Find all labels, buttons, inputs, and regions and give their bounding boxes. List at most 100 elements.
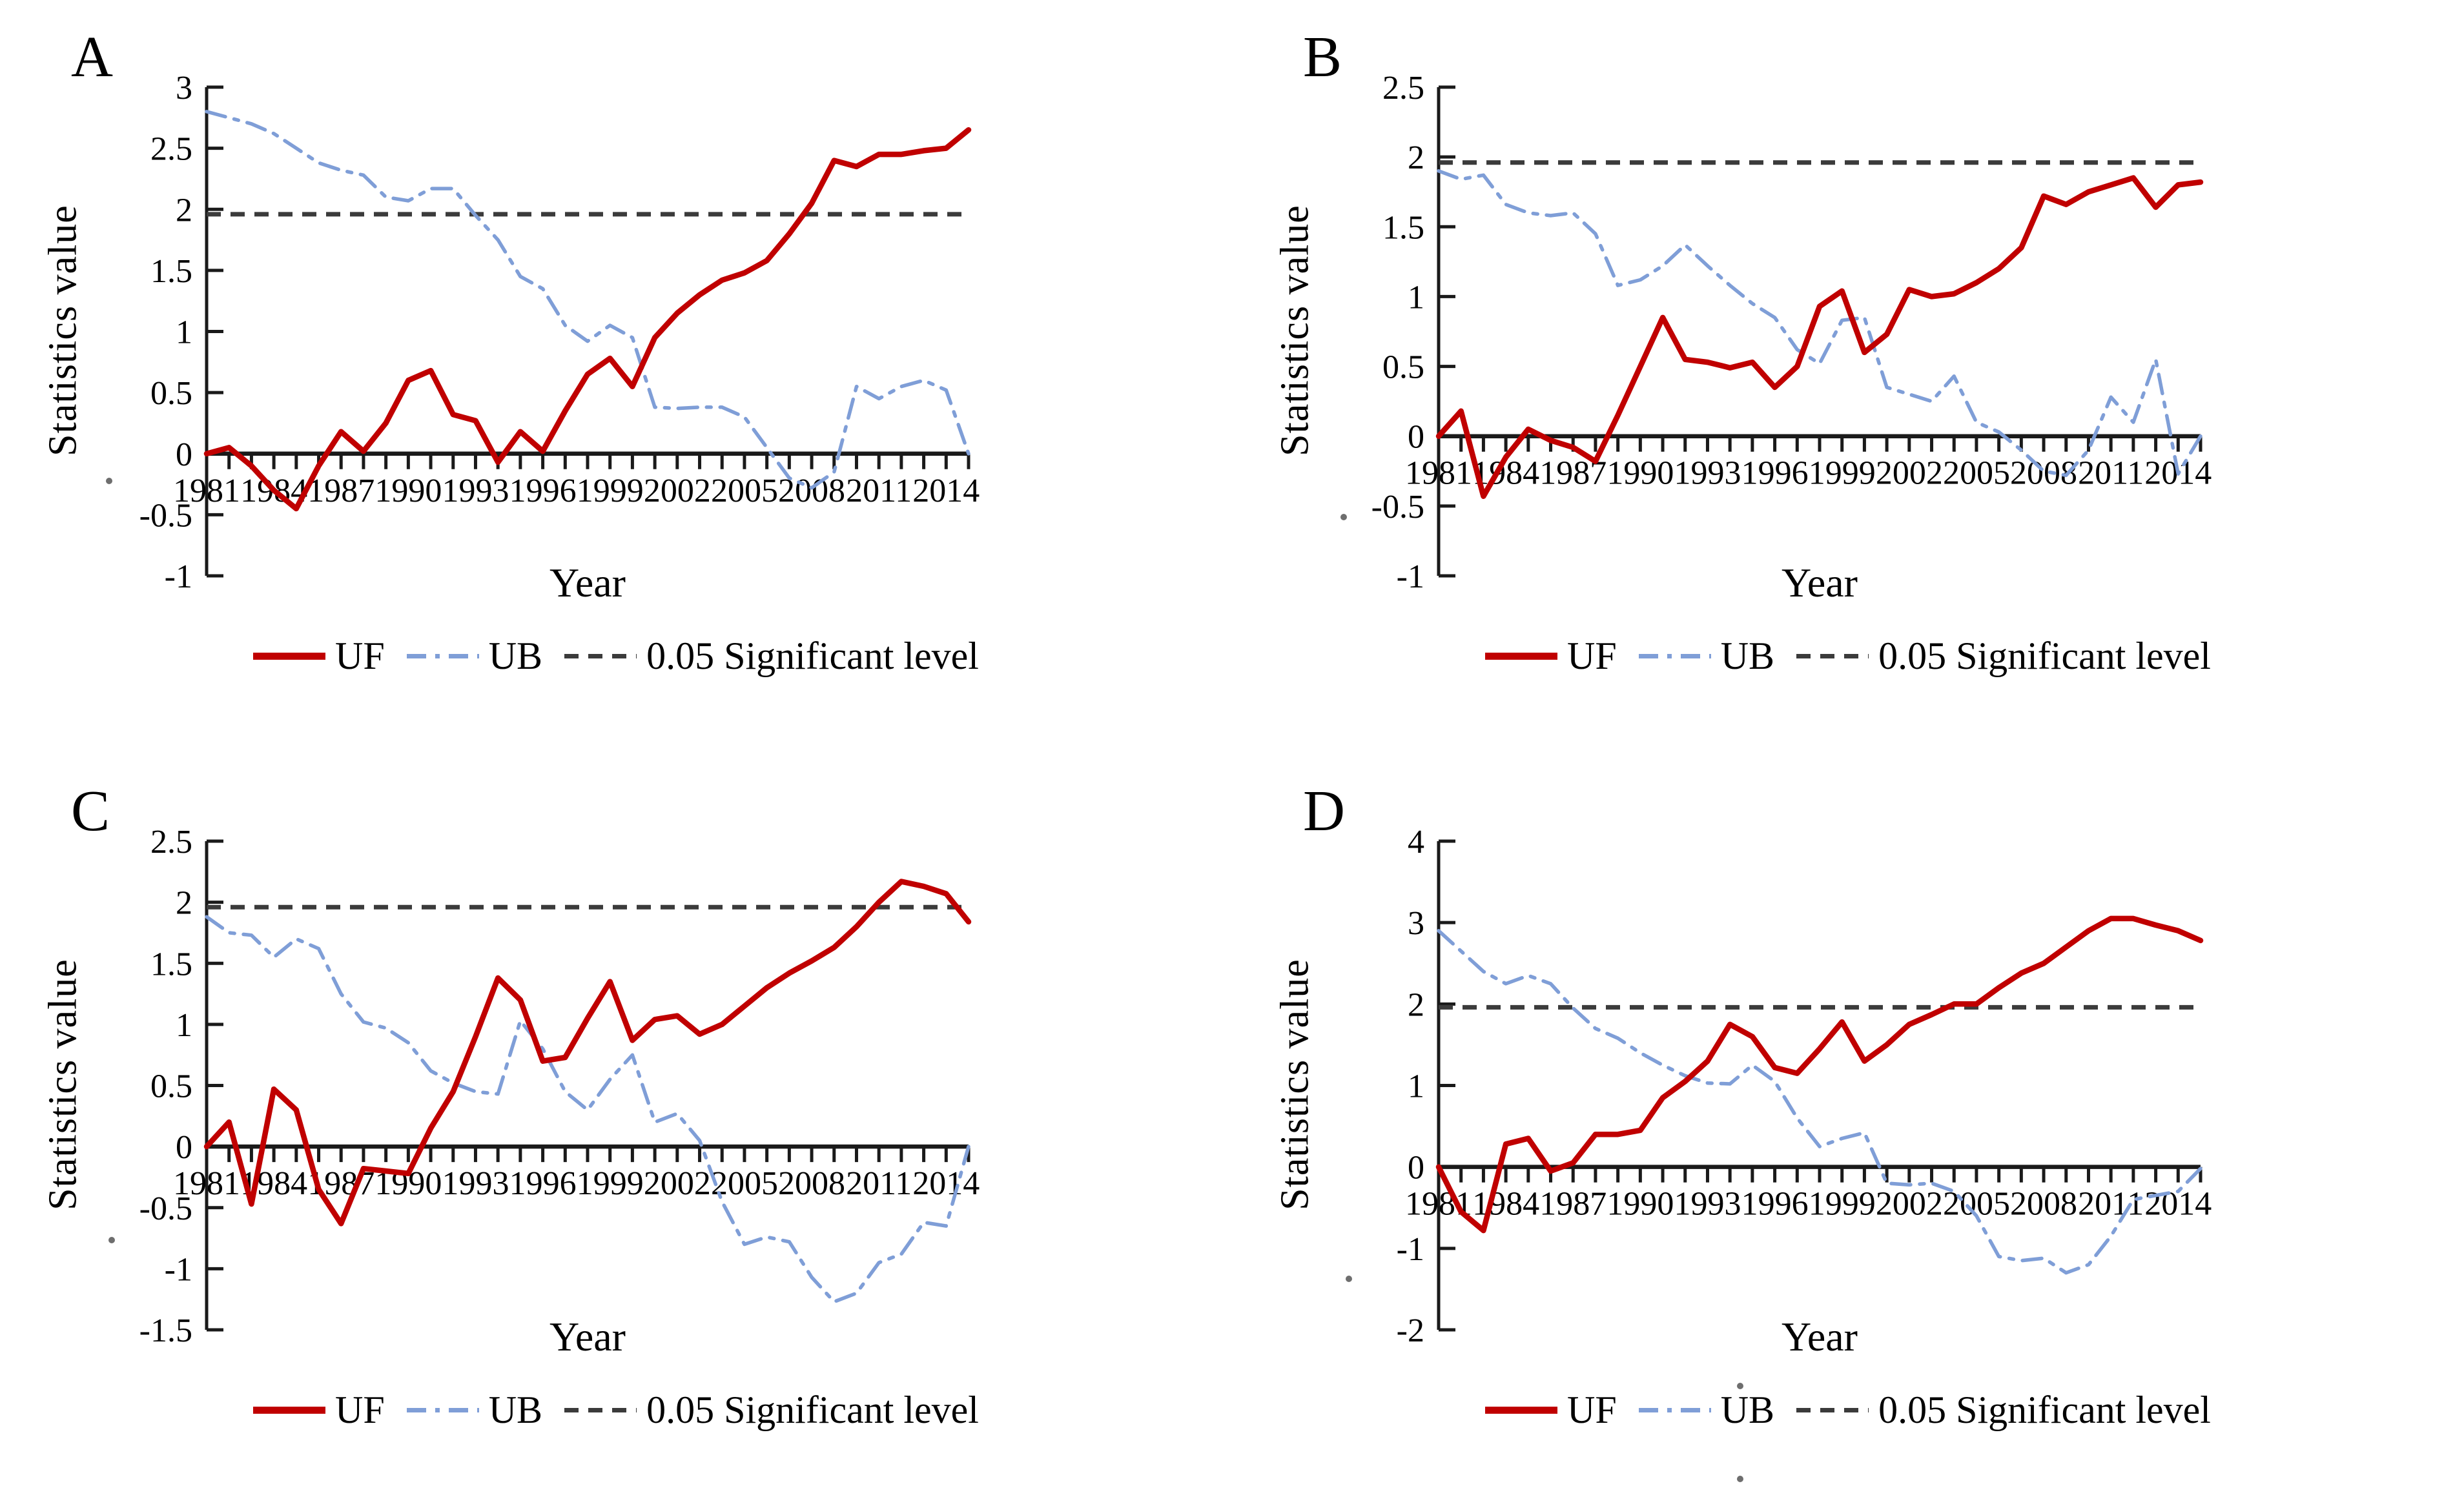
svg-text:1987: 1987 — [307, 473, 375, 509]
ink-speck — [1737, 1476, 1743, 1482]
x-axis-title: Year — [1781, 1314, 1858, 1360]
svg-text:2008: 2008 — [778, 1165, 845, 1202]
svg-text:1993: 1993 — [1674, 455, 1741, 492]
svg-text:2011: 2011 — [2078, 1186, 2144, 1223]
ub-line-swatch — [1638, 1408, 1711, 1412]
legend-item-uf: UF — [1485, 634, 1617, 678]
svg-text:2011: 2011 — [2078, 455, 2144, 492]
legend-item-sig: 0.05 Significant level — [564, 1388, 979, 1432]
svg-text:1981: 1981 — [1405, 1186, 1472, 1223]
svg-text:3: 3 — [1408, 905, 1424, 942]
svg-text:1: 1 — [176, 1007, 192, 1044]
legend-label-uf: UF — [1567, 1389, 1617, 1431]
svg-text:3: 3 — [176, 70, 192, 107]
legend-label-sig: 0.05 Significant level — [646, 635, 979, 677]
svg-text:0: 0 — [176, 1129, 192, 1166]
legend-item-uf: UF — [1485, 1388, 1617, 1432]
svg-text:1999: 1999 — [1809, 1186, 1876, 1223]
legend-item-uf: UF — [253, 634, 385, 678]
legend-label-sig: 0.05 Significant level — [646, 1389, 979, 1431]
panel-letter: C — [71, 779, 110, 843]
sig-line-swatch — [1796, 654, 1869, 658]
svg-text:1996: 1996 — [1741, 455, 1809, 492]
svg-text:2002: 2002 — [1876, 1186, 1943, 1223]
ink-speck — [108, 1237, 115, 1243]
legend-label-sig: 0.05 Significant level — [1878, 635, 2211, 677]
legend-label-ub: UB — [488, 1389, 543, 1431]
legend: UF UB 0.05 Significant level — [0, 634, 1232, 678]
ink-speck — [106, 478, 112, 484]
svg-text:-0.5: -0.5 — [139, 497, 192, 534]
legend-label-uf: UF — [335, 1389, 385, 1431]
legend-item-sig: 0.05 Significant level — [1796, 1388, 2211, 1432]
svg-text:-1: -1 — [1397, 1231, 1424, 1268]
legend-label-uf: UF — [1567, 635, 1617, 677]
svg-text:1999: 1999 — [577, 1165, 644, 1202]
sig-line-swatch — [1796, 1408, 1869, 1412]
svg-text:1990: 1990 — [1607, 455, 1674, 492]
svg-text:1: 1 — [1408, 279, 1424, 316]
svg-text:4: 4 — [1408, 824, 1424, 861]
panel-letter: D — [1303, 779, 1345, 843]
legend-label-ub: UB — [1720, 635, 1775, 677]
svg-text:1981: 1981 — [173, 473, 240, 509]
svg-text:1993: 1993 — [1674, 1186, 1741, 1223]
svg-text:-0.5: -0.5 — [139, 1190, 192, 1227]
x-axis-title: Year — [1781, 560, 1858, 606]
svg-text:1990: 1990 — [375, 473, 442, 509]
legend-label-uf: UF — [335, 635, 385, 677]
legend: UF UB 0.05 Significant level — [0, 1388, 1232, 1432]
svg-text:0.5: 0.5 — [150, 375, 192, 412]
legend-item-sig: 0.05 Significant level — [564, 634, 979, 678]
sig-line-swatch — [564, 654, 637, 658]
svg-text:-1.5: -1.5 — [139, 1312, 192, 1349]
x-axis-title: Year — [549, 1314, 626, 1360]
panel-letter: B — [1303, 25, 1342, 89]
svg-text:2011: 2011 — [846, 473, 912, 509]
svg-text:1993: 1993 — [442, 473, 509, 509]
svg-text:-0.5: -0.5 — [1371, 489, 1424, 525]
legend: UF UB 0.05 Significant level — [1232, 634, 2464, 678]
svg-text:2: 2 — [1408, 139, 1424, 176]
svg-text:1: 1 — [176, 314, 192, 351]
uf-line-swatch — [1485, 653, 1558, 660]
svg-text:1984: 1984 — [1472, 1186, 1539, 1223]
svg-text:2: 2 — [176, 192, 192, 229]
svg-text:1.5: 1.5 — [1382, 209, 1424, 246]
ub-line-swatch — [1638, 654, 1711, 658]
svg-text:0: 0 — [1408, 1150, 1424, 1187]
panel-letter: A — [71, 25, 113, 89]
svg-text:2005: 2005 — [711, 473, 778, 509]
svg-text:1987: 1987 — [1539, 1186, 1607, 1223]
legend-item-sig: 0.05 Significant level — [1796, 634, 2211, 678]
uf-line-swatch — [1485, 1407, 1558, 1414]
legend-item-ub: UB — [1638, 1388, 1774, 1432]
svg-text:0: 0 — [176, 436, 192, 473]
svg-text:1996: 1996 — [509, 473, 577, 509]
x-axis-title: Year — [549, 560, 626, 606]
svg-text:1996: 1996 — [509, 1165, 577, 1202]
svg-text:2: 2 — [1408, 986, 1424, 1023]
svg-text:2: 2 — [176, 885, 192, 922]
panel-b: B Statistics value 2.5 2 1.5 1 0.5 0 -0.5 -1 198… — [1232, 0, 2464, 754]
svg-text:1996: 1996 — [1741, 1186, 1809, 1223]
svg-text:0.5: 0.5 — [150, 1068, 192, 1105]
svg-text:2.5: 2.5 — [1382, 70, 1424, 107]
svg-text:-1: -1 — [165, 558, 192, 595]
svg-text:-1: -1 — [1397, 558, 1424, 595]
svg-text:1981: 1981 — [173, 1165, 240, 1202]
svg-text:2002: 2002 — [644, 473, 711, 509]
sig-line-swatch — [564, 1408, 637, 1412]
legend-item-ub: UB — [406, 634, 543, 678]
svg-text:2014: 2014 — [912, 1165, 980, 1202]
svg-text:2.5: 2.5 — [150, 131, 192, 168]
svg-text:1999: 1999 — [1809, 455, 1876, 492]
svg-text:1990: 1990 — [1607, 1186, 1674, 1223]
svg-text:2002: 2002 — [644, 1165, 711, 1202]
legend-label-ub: UB — [488, 635, 543, 677]
